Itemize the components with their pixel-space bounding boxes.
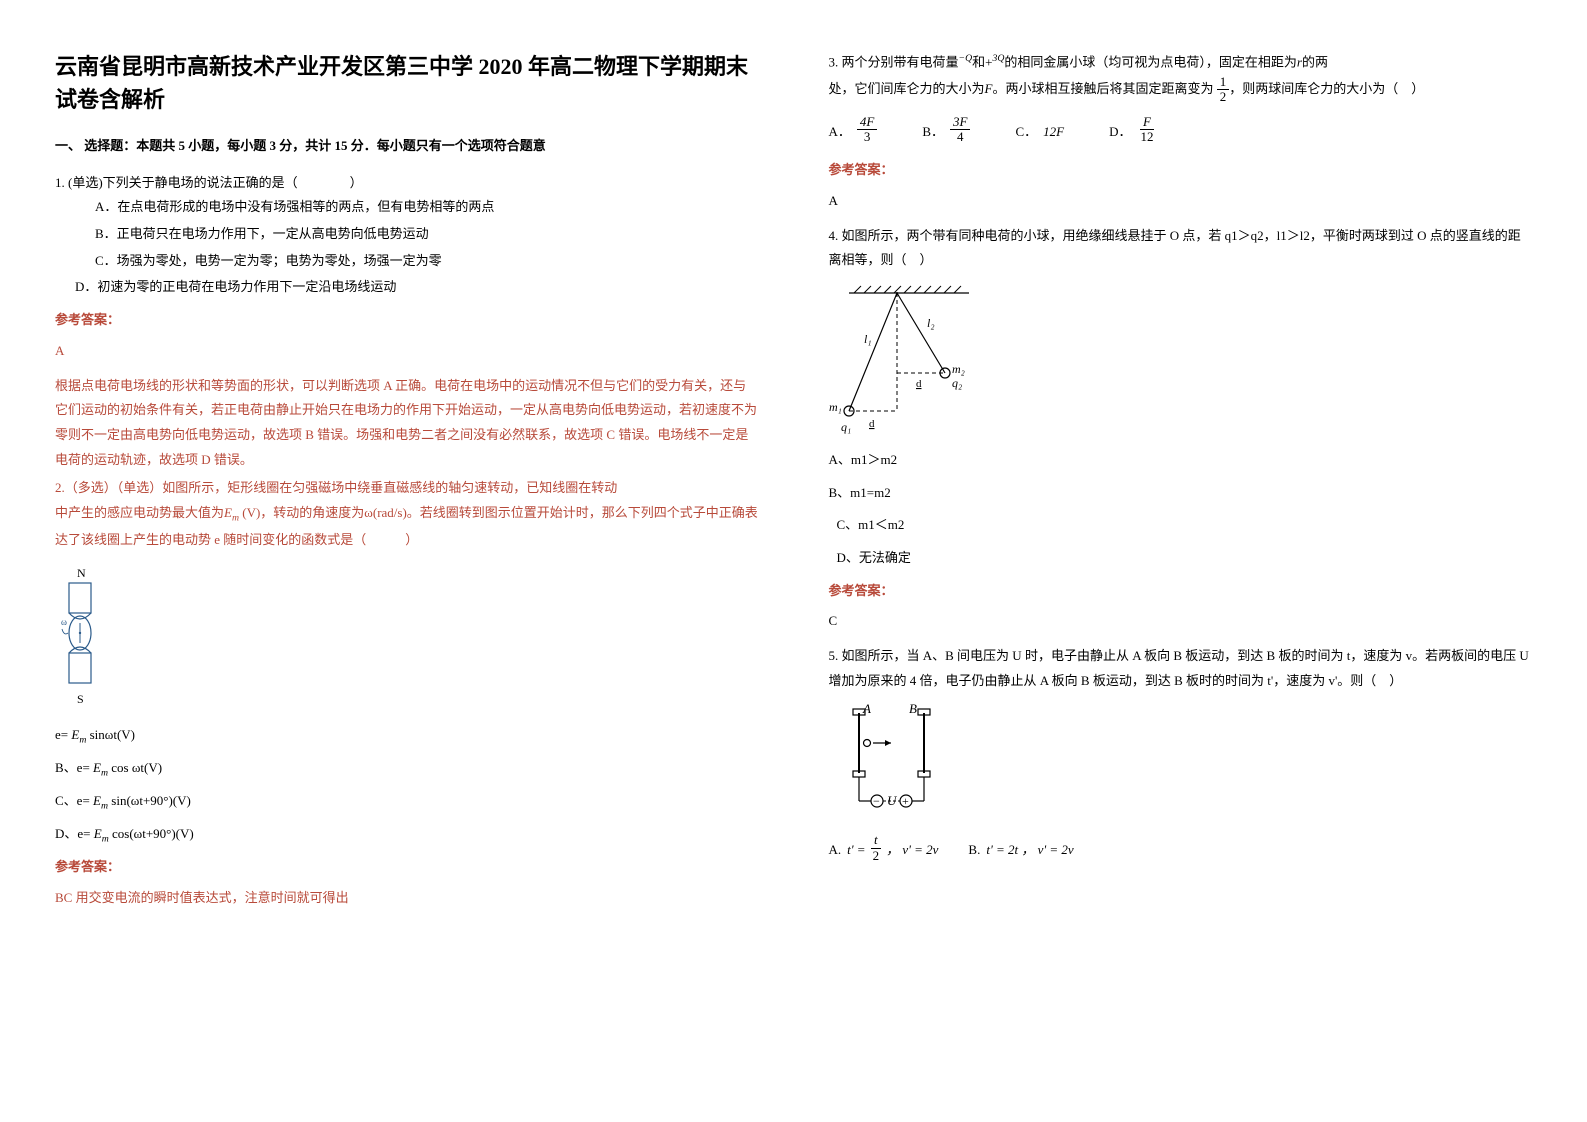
q1-answer-label: 参考答案： — [55, 308, 759, 333]
q5-choice-a: A. t' = t2 ， v' = 2v — [829, 833, 939, 863]
page-title: 云南省昆明市高新技术产业开发区第三中学 2020 年高二物理下学期期末试卷含解析 — [55, 50, 759, 116]
q2-opt-c: C、e= Em sin(ωt+90°)(V) — [55, 789, 759, 816]
question-1: 1. (单选)下列关于静电场的说法正确的是（ ） A．在点电荷形成的电场中没有场… — [55, 171, 759, 300]
svg-text:q₂: q₂ — [952, 376, 962, 390]
q4-options: A、m1＞m2 B、m1=m2 C、m1＜m2 D、无法确定 — [829, 448, 1533, 571]
q3-answer-label: 参考答案： — [829, 158, 1533, 183]
q1-opt-b: B．正电荷只在电场力作用下，一定从高电势向低电势运动 — [95, 222, 759, 247]
svg-text:d: d — [916, 378, 922, 390]
q3-choice-d: D． F12 — [1109, 115, 1156, 145]
q2-answer: BC 用交变电流的瞬时值表达式，注意时间就可得出 — [55, 886, 759, 911]
q3-answer: A — [829, 189, 1533, 214]
question-4-stem: 4. 如图所示，两个带有同种电荷的小球，用绝缘细线悬挂于 O 点，若 q1＞q2… — [829, 224, 1533, 273]
q3-choices: A． 4F3 B． 3F4 C． 12F D． F12 — [829, 115, 1533, 145]
q1-answer: A — [55, 339, 759, 364]
left-column: 云南省昆明市高新技术产业开发区第三中学 2020 年高二物理下学期期末试卷含解析… — [0, 0, 794, 1122]
svg-text:A: A — [862, 703, 871, 716]
q4-figure: l₁ l₂ m₂ q₂ m₁ q₁ d d — [829, 283, 1533, 438]
svg-text:d: d — [869, 418, 875, 430]
q3-choice-b: B． 3F4 — [922, 115, 970, 145]
q1-opt-d: D．初速为零的正电荷在电场力作用下一定沿电场线运动 — [55, 275, 759, 300]
question-3: 3. 两个分别带有电荷量−Q和+3Q的相同金属小球（均可视为点电荷），固定在相距… — [829, 50, 1533, 105]
q3-choice-c: C． 12F — [1015, 120, 1064, 145]
question-5-stem: 5. 如图所示，当 A、B 间电压为 U 时，电子由静止从 A 板向 B 板运动… — [829, 644, 1533, 693]
q4-opt-c: C、m1＜m2 — [829, 513, 1533, 538]
right-column: 3. 两个分别带有电荷量−Q和+3Q的相同金属小球（均可视为点电荷），固定在相距… — [794, 0, 1587, 1122]
fig-label-n: N — [77, 566, 86, 580]
q2-opt-b: B、e= Em cos ωt(V) — [55, 756, 759, 783]
svg-text:B: B — [909, 703, 917, 716]
q5-choices: A. t' = t2 ， v' = 2v B. t' = 2t ， v' = 2… — [829, 833, 1533, 863]
svg-text:m₂: m₂ — [952, 362, 965, 376]
fig-label-s: S — [77, 692, 84, 706]
svg-text:m₁: m₁ — [829, 400, 842, 414]
question-2: 2.（多选）（单选）如图所示，矩形线圈在匀强磁场中绕垂直磁感线的轴匀速转动，已知… — [55, 476, 759, 552]
q4-opt-a: A、m1＞m2 — [829, 448, 1533, 473]
svg-text:q₁: q₁ — [841, 420, 851, 434]
q2-answer-label: 参考答案： — [55, 855, 759, 880]
q2-stem-b: 中产生的感应电动势最大值为 — [55, 505, 224, 520]
svg-text:+: + — [902, 794, 909, 808]
q2-opt-a: e= Em sinωt(V) — [55, 723, 759, 750]
q4-opt-d: D、无法确定 — [829, 546, 1533, 571]
q2-stem-a: 2.（多选）（单选）如图所示，矩形线圈在匀强磁场中绕垂直磁感线的轴匀速转动，已知… — [55, 480, 617, 495]
section-heading: 一、 选择题：本题共 5 小题，每小题 3 分，共计 15 分．每小题只有一个选… — [55, 134, 759, 159]
svg-text:−: − — [873, 794, 880, 808]
q2-em-1: Em — [224, 505, 239, 520]
q1-explanation: 根据点电荷电场线的形状和等势面的形状，可以判断选项 A 正确。电荷在电场中的运动… — [55, 374, 759, 473]
q3-choice-a: A． 4F3 — [829, 115, 878, 145]
q1-stem: 1. (单选)下列关于静电场的说法正确的是（ ） — [55, 171, 759, 196]
svg-text:ω: ω — [61, 617, 67, 627]
q4-answer: C — [829, 609, 1533, 634]
q4-answer-label: 参考答案： — [829, 579, 1533, 604]
q4-opt-b: B、m1=m2 — [829, 481, 1533, 506]
q1-options: A．在点电荷形成的电场中没有场强相等的两点，但有电势相等的两点 B．正电荷只在电… — [55, 195, 759, 273]
q1-opt-a: A．在点电荷形成的电场中没有场强相等的两点，但有电势相等的两点 — [95, 195, 759, 220]
svg-text:l₂: l₂ — [927, 316, 935, 330]
q1-opt-c: C．场强为零处，电势一定为零；电势为零处，场强一定为零 — [95, 249, 759, 274]
q5-figure: A B − U + — [829, 703, 1533, 823]
q2-figure: N ω S — [55, 563, 759, 713]
q2-opt-d: D、e= Em cos(ωt+90°)(V) — [55, 822, 759, 849]
q5-choice-b: B. t' = 2t ， v' = 2v — [968, 838, 1073, 863]
svg-text:l₁: l₁ — [864, 332, 872, 346]
